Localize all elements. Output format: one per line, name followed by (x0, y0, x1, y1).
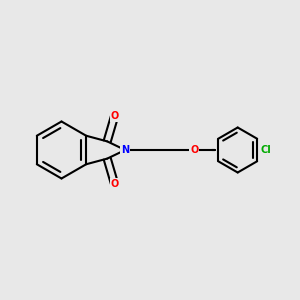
Text: Cl: Cl (260, 145, 271, 155)
Text: O: O (111, 179, 119, 189)
Text: O: O (111, 111, 119, 121)
Text: O: O (190, 145, 198, 155)
Text: N: N (121, 145, 129, 155)
